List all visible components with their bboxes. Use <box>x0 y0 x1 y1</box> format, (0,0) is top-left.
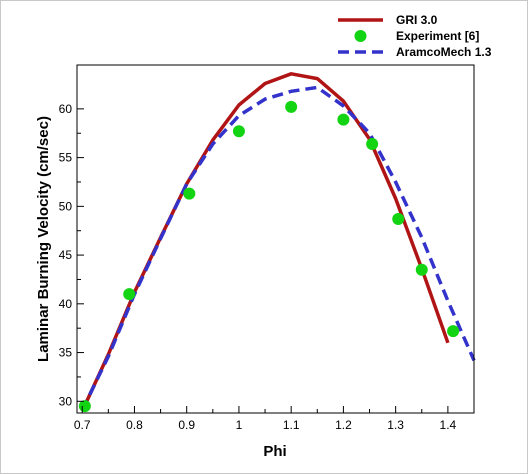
experiment-point <box>447 325 460 338</box>
x-tick-label: 0.9 <box>178 418 195 432</box>
experiment-point <box>415 263 428 276</box>
legend-label: GRI 3.0 <box>396 13 438 27</box>
y-tick-label: 40 <box>59 297 73 311</box>
experiment-point <box>366 137 379 150</box>
plot-markers <box>78 100 460 413</box>
experiment-point <box>78 400 91 413</box>
plot-lines <box>80 72 476 412</box>
y-tick-label: 35 <box>59 346 73 360</box>
x-tick-label: 1.4 <box>440 418 457 432</box>
x-tick-label: 1.3 <box>387 418 404 432</box>
y-axis-label: Laminar Burning Velocity (cm/sec) <box>35 116 52 362</box>
x-tick-label: 0.7 <box>74 418 91 432</box>
legend-label: Experiment [6] <box>396 29 479 43</box>
y-tick-label: 50 <box>59 199 73 213</box>
aramcomech-1-3-line <box>80 85 476 411</box>
y-tick-label: 45 <box>59 248 73 262</box>
x-axis-ticks: 0.7 0.8 0.9 1 1.1 1.2 1.3 1.4 <box>74 406 457 432</box>
plot-area-border <box>76 64 475 414</box>
y-axis-ticks: 30 35 40 45 50 55 60 <box>59 102 84 408</box>
experiment-point <box>123 288 136 301</box>
gri-3-0-line <box>80 72 450 412</box>
experiment-point <box>337 113 350 126</box>
x-tick-label: 0.8 <box>126 418 143 432</box>
x-axis-label: Phi <box>263 443 286 460</box>
y-tick-label: 30 <box>59 394 73 408</box>
x-tick-label: 1.2 <box>335 418 352 432</box>
experiment-point <box>183 187 196 200</box>
legend-label: AramcoMech 1.3 <box>396 45 492 59</box>
x-tick-label: 1 <box>236 418 243 432</box>
experiment-point <box>392 213 405 226</box>
experiment-point <box>285 100 298 113</box>
legend-marker-experiment <box>354 30 367 42</box>
x-tick-label: 1.1 <box>283 418 300 432</box>
y-tick-label: 60 <box>59 102 73 116</box>
experiment-point <box>232 125 245 138</box>
y-tick-label: 55 <box>59 151 73 165</box>
legend: GRI 3.0 Experiment [6] AramcoMech 1.3 <box>338 13 492 59</box>
